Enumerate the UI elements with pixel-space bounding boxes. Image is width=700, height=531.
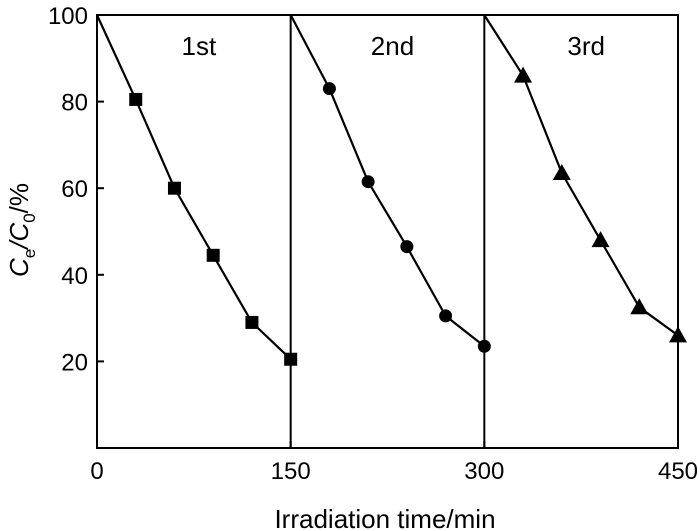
circle-marker (477, 339, 491, 353)
series-lines (96, 14, 679, 360)
series-line-2nd (289, 14, 485, 348)
y-title-sub-e: e (20, 249, 39, 258)
square-marker (206, 248, 220, 262)
square-marker (167, 181, 181, 195)
y-tick-label: 100 (48, 3, 88, 30)
y-tick-label: 60 (61, 176, 88, 203)
x-tick-label: 150 (271, 458, 311, 485)
y-title-unit: /% (4, 183, 34, 213)
y-axis-ticks: 20 40 60 80 100 (48, 3, 104, 376)
square-marker (129, 92, 143, 106)
y-tick-label: 20 (61, 349, 88, 376)
cycle-label-3rd: 3rd (567, 31, 605, 61)
cycle-dividers (289, 15, 486, 448)
x-tick-label: 300 (464, 458, 504, 485)
cycle-labels: 1st 2nd 3rd (181, 31, 604, 61)
triangle-marker (552, 164, 571, 181)
triangle-marker (514, 66, 533, 83)
circle-marker (361, 175, 375, 189)
circle-marker (400, 240, 414, 254)
circle-marker (322, 82, 336, 96)
x-axis-ticks: 0 150 300 450 (90, 441, 698, 485)
cycle-label-1st: 1st (181, 31, 216, 61)
y-tick-label: 40 (61, 263, 88, 290)
square-marker (284, 352, 298, 366)
y-title-c0: /C (4, 223, 34, 251)
x-axis-title: Irradiation time/min (274, 504, 495, 531)
circle-marker (439, 309, 453, 323)
y-title-c: C (4, 258, 34, 277)
series-markers (129, 66, 687, 366)
series-line-3rd (483, 14, 679, 337)
square-marker (245, 315, 259, 329)
y-tick-label: 80 (61, 90, 88, 117)
triangle-marker (669, 326, 687, 343)
x-tick-label: 0 (90, 458, 103, 485)
cycle-label-2nd: 2nd (371, 31, 414, 61)
series-line-1st (96, 14, 292, 360)
y-title-sub-0: 0 (20, 213, 39, 222)
triangle-marker (630, 298, 649, 315)
triangle-marker (591, 231, 610, 248)
plot-border (96, 14, 679, 449)
plot-frame (96, 14, 679, 449)
y-axis-title: Ce/C0/% (4, 183, 39, 277)
x-tick-label: 450 (658, 458, 698, 485)
